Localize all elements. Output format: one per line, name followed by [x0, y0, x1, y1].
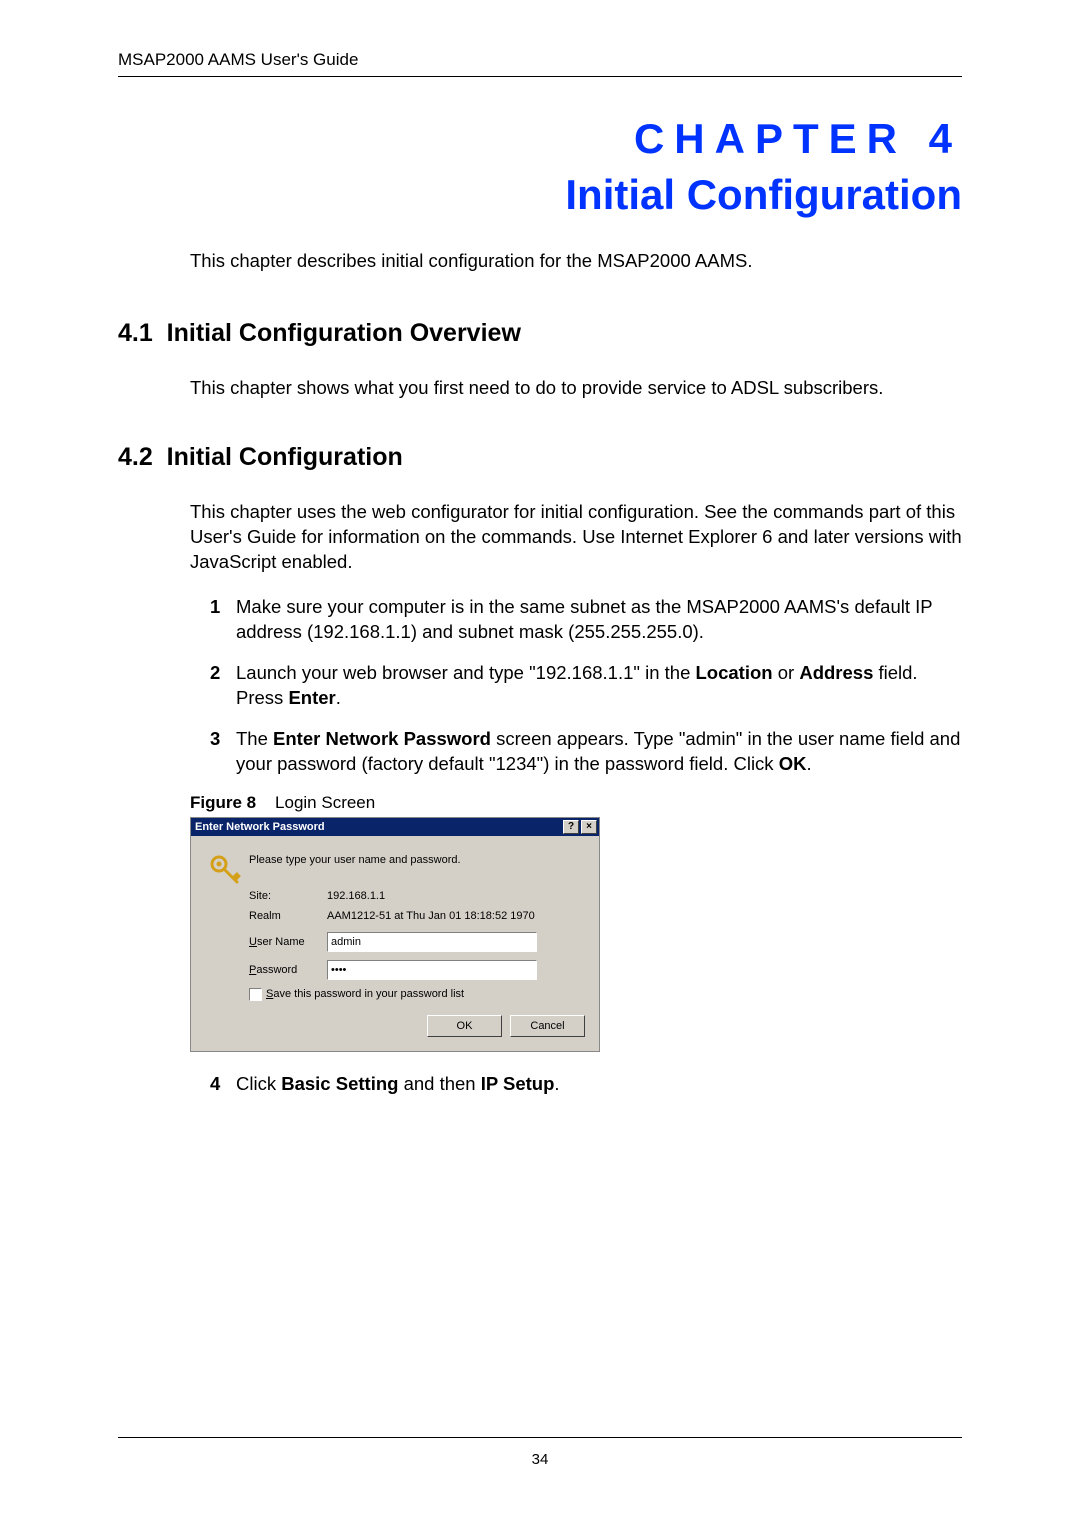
dialog-title: Enter Network Password	[195, 821, 325, 833]
section-4-1-title: Initial Configuration Overview	[167, 319, 521, 347]
step-1-num: 1	[210, 595, 236, 645]
chapter-heading-block: CHAPTER 4 Initial Configuration	[118, 115, 962, 219]
step-3-text: The Enter Network Password screen appear…	[236, 727, 962, 777]
dialog-body: Please type your user name and password.…	[191, 836, 599, 1051]
dialog-titlebar: Enter Network Password ? ×	[191, 818, 599, 836]
site-value: 192.168.1.1	[327, 890, 385, 902]
save-password-checkbox[interactable]	[249, 988, 262, 1001]
figure-8-label: Figure 8	[190, 793, 256, 812]
step-list: 1 Make sure your computer is in the same…	[210, 595, 962, 777]
page-number: 34	[0, 1451, 1080, 1468]
ok-button[interactable]: OK	[427, 1015, 502, 1037]
section-4-1-number: 4.1	[118, 319, 153, 347]
section-4-2-heading: 4.2 Initial Configuration	[118, 443, 962, 472]
step-4: 4 Click Basic Setting and then IP Setup.	[210, 1072, 962, 1097]
figure-8-caption: Figure 8 Login Screen	[190, 793, 962, 813]
page-header: MSAP2000 AAMS User's Guide	[118, 50, 962, 77]
step-2-num: 2	[210, 661, 236, 711]
realm-value: AAM1212-51 at Thu Jan 01 18:18:52 1970	[327, 910, 535, 922]
password-input[interactable]	[327, 960, 537, 980]
step-1-text: Make sure your computer is in the same s…	[236, 595, 962, 645]
section-4-1-heading: 4.1 Initial Configuration Overview	[118, 319, 962, 348]
dialog-prompt: Please type your user name and password.	[249, 854, 589, 886]
section-4-2-number: 4.2	[118, 443, 153, 471]
cancel-button[interactable]: Cancel	[510, 1015, 585, 1037]
key-icon	[201, 854, 249, 886]
section-4-1-body: This chapter shows what you first need t…	[190, 376, 962, 401]
login-dialog: Enter Network Password ? × Please type y…	[190, 817, 600, 1052]
step-1: 1 Make sure your computer is in the same…	[210, 595, 962, 645]
step-4-text: Click Basic Setting and then IP Setup.	[236, 1072, 560, 1097]
footer-rule	[118, 1437, 962, 1438]
section-4-2-title: Initial Configuration	[167, 443, 403, 471]
chapter-title: Initial Configuration	[118, 171, 962, 219]
section-4-2-body: This chapter uses the web configurator f…	[190, 500, 962, 575]
step-3-num: 3	[210, 727, 236, 777]
username-label: User Name	[249, 936, 327, 948]
help-button[interactable]: ?	[563, 820, 579, 834]
figure-8-title: Login Screen	[275, 793, 375, 812]
step-2: 2 Launch your web browser and type "192.…	[210, 661, 962, 711]
save-password-label: Save this password in your password list	[266, 988, 464, 1000]
close-button[interactable]: ×	[581, 820, 597, 834]
realm-label: Realm	[249, 910, 327, 922]
site-label: Site:	[249, 890, 327, 902]
chapter-intro: This chapter describes initial configura…	[190, 249, 962, 274]
chapter-label: CHAPTER 4	[118, 115, 962, 163]
password-label: Password	[249, 964, 327, 976]
step-list-continued: 4 Click Basic Setting and then IP Setup.	[210, 1072, 962, 1097]
step-4-num: 4	[210, 1072, 236, 1097]
step-2-text: Launch your web browser and type "192.16…	[236, 661, 962, 711]
username-input[interactable]	[327, 932, 537, 952]
step-3: 3 The Enter Network Password screen appe…	[210, 727, 962, 777]
